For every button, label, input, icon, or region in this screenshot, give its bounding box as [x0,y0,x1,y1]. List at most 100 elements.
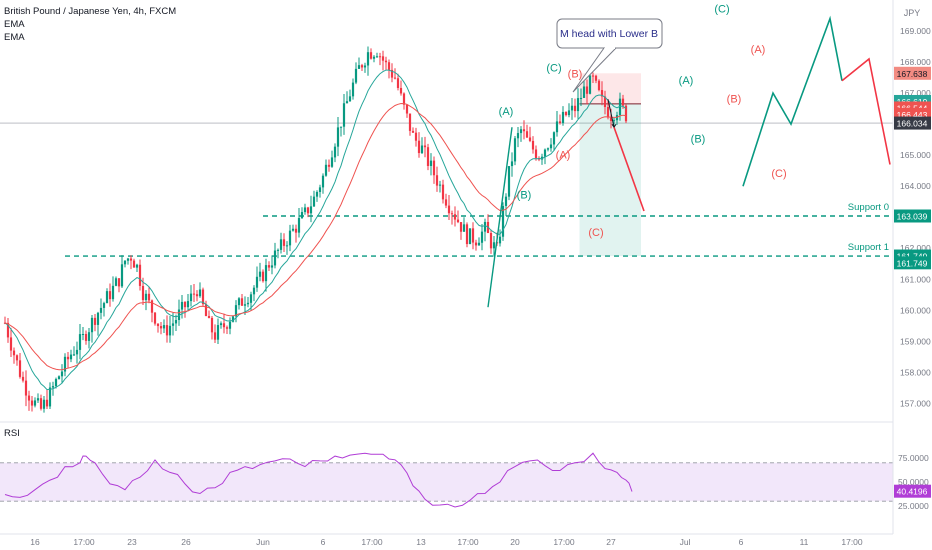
candle-body [543,149,547,157]
candle-body [585,86,589,94]
candle-body [369,52,373,59]
candle-body [459,222,463,232]
candle-body [462,224,466,232]
candle-body [279,239,283,250]
candle-body [327,164,331,167]
candle-body [414,132,418,141]
candle-body [333,146,337,158]
price-label-bg-7 [894,256,931,270]
price-tick-8: 161.000 [900,274,931,284]
ema-lines [4,69,627,391]
stop-zone [579,73,641,104]
candle-body [396,78,400,88]
candle-body [603,96,607,108]
candle-body [624,105,628,122]
price-tick-1: 168.000 [900,57,931,67]
time-label-15: 17:00 [841,537,863,547]
callout-pointer [572,47,617,93]
candle-body [441,184,445,200]
ema-fast-line [4,69,627,391]
wave-label-1: (B) [517,190,532,202]
rsi-title[interactable]: RSI [4,428,20,439]
candle-body [249,294,253,303]
time-label-8: 17:00 [457,537,479,547]
wave-label-8: (C) [714,3,729,15]
candle-body [387,62,391,70]
rsi-band [0,462,893,502]
candle-body [117,278,121,287]
candles [3,46,628,413]
time-label-12: Jul [680,537,691,547]
candle-body [342,103,346,127]
candle-body [111,285,115,300]
time-label-7: 13 [416,537,426,547]
candle-body [234,305,238,317]
candle-body [330,157,334,167]
symbol-title[interactable]: British Pound / Japanese Yen, 4h, FXCM [4,6,177,17]
callout-text: M head with Lower B [560,28,658,40]
candle-body [66,356,70,360]
candle-body [561,111,565,124]
candle-body [57,376,61,380]
candle-body [288,230,292,246]
candle-body [207,316,211,318]
candle-body [147,293,151,301]
projection-paths [487,15,891,308]
candle-body [375,56,379,58]
candle-body [24,380,28,396]
rsi-line [4,452,633,508]
candle-body [468,228,472,245]
rsi-tick-2: 25.0000 [898,501,929,511]
candle-body [105,291,109,304]
projection-path-0 [613,126,645,212]
candle-body [198,289,202,297]
candle-body [213,332,217,340]
candle-body [489,232,493,249]
candle-body [285,245,289,247]
candle-body [177,309,181,321]
price-axis-bg [893,0,932,550]
candle-body [33,400,37,406]
candle-body [423,145,427,148]
candle-body [51,386,55,388]
candle-body [306,207,310,214]
candle-body [255,276,259,288]
candle-body [402,93,406,105]
candle-body [609,117,613,122]
candle-body [69,354,73,360]
candle-body [168,325,172,336]
candle-body [429,160,433,166]
price-tick-0: 169.000 [900,26,931,36]
rsi-tick-0: 75.0000 [898,453,929,463]
candle-body [201,289,205,305]
candle-body [123,260,127,265]
candle-body [186,301,190,308]
candle-body [588,75,592,94]
candle-body [87,332,91,341]
candle-body [237,298,241,306]
candle-body [228,321,232,329]
time-label-3: 26 [181,537,191,547]
candle-body [354,68,358,83]
candle-body [18,360,22,377]
ema-legend-2[interactable]: EMA [4,32,25,43]
candle-body [252,287,256,295]
candle-body [135,264,139,268]
ema-legend-1[interactable]: EMA [4,19,25,30]
candle-body [192,293,196,295]
support-label-0: Support 0 [848,202,889,213]
candle-body [21,376,25,381]
candle-body [564,111,568,116]
candle-body [54,379,58,387]
candle-body [300,212,304,219]
candle-body [612,120,616,122]
candle-body [216,325,220,340]
candle-body [180,301,184,310]
candle-body [534,149,538,159]
price-tick-7: 162.000 [900,243,931,253]
wave-label-6: (A) [679,75,694,87]
candle-body [102,303,106,308]
candle-body [210,317,214,333]
candle-body [162,325,166,329]
